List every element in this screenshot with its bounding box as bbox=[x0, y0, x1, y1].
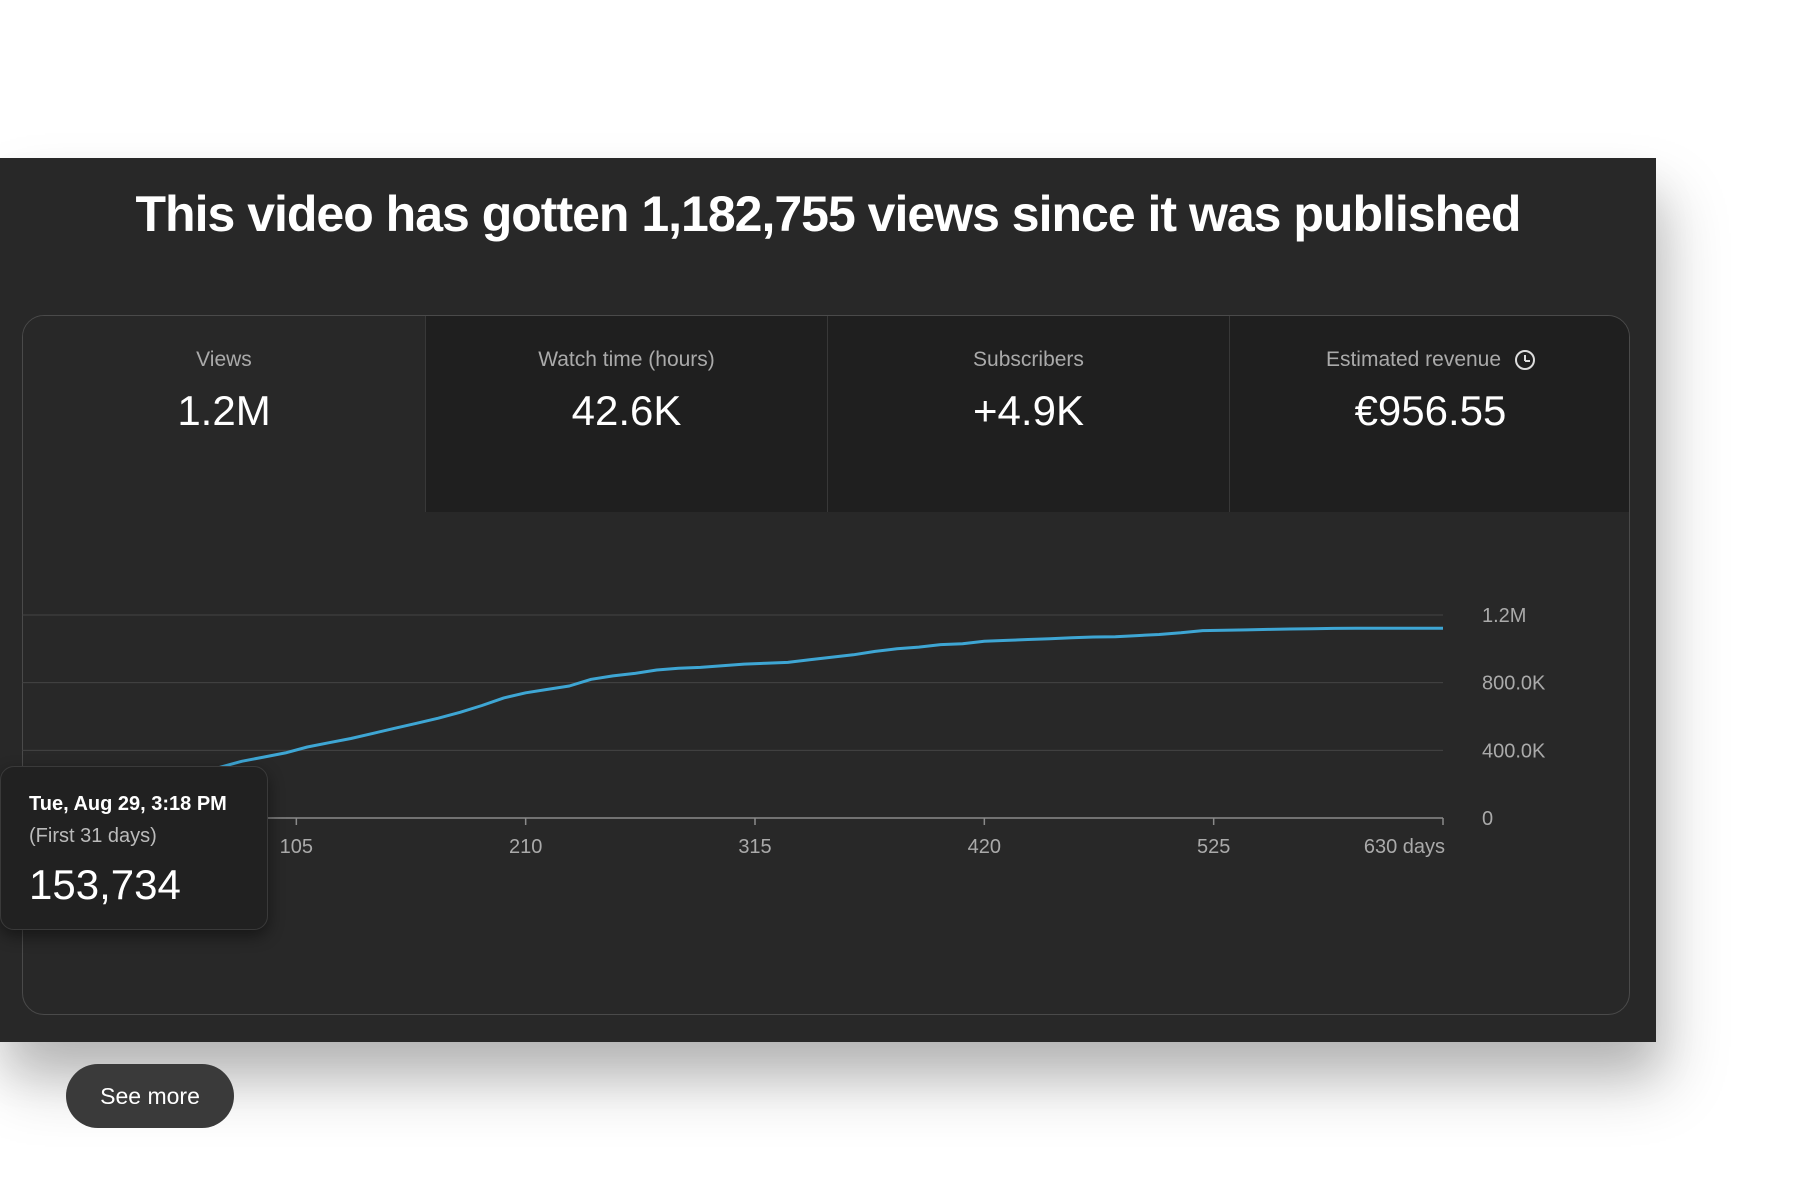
metric-tabs: Views 1.2M Watch time (hours) 42.6K Subs… bbox=[23, 316, 1629, 512]
y-tick-label: 400.0K bbox=[1482, 740, 1546, 762]
tab-value: €956.55 bbox=[1354, 387, 1507, 434]
tooltip-date: Tue, Aug 29, 3:18 PM bbox=[29, 793, 227, 815]
tab-value: 42.6K bbox=[571, 387, 682, 434]
x-tick-label: 210 bbox=[509, 836, 542, 858]
analytics-panel: This video has gotten 1,182,755 views si… bbox=[0, 158, 1656, 1128]
tab-value: +4.9K bbox=[973, 387, 1084, 434]
y-tick-label: 0 bbox=[1482, 808, 1493, 830]
tab-label: Watch time (hours) bbox=[538, 348, 715, 371]
tab-label: Estimated revenue bbox=[1325, 348, 1502, 371]
y-tick-label: 800.0K bbox=[1482, 673, 1546, 695]
tab-label: Subscribers bbox=[973, 348, 1084, 371]
tooltip-period: (First 31 days) bbox=[29, 825, 157, 847]
tab-estimated-revenue[interactable]: Estimated revenue €956.55 bbox=[1229, 316, 1629, 512]
clock-icon[interactable] bbox=[1515, 350, 1536, 370]
tab-views[interactable]: Views 1.2M bbox=[23, 316, 425, 512]
tab-watch-time[interactable]: Watch time (hours) 42.6K bbox=[425, 316, 827, 512]
headline: This video has gotten 1,182,755 views si… bbox=[135, 186, 1522, 242]
x-tick-label: 420 bbox=[968, 836, 1001, 858]
tab-value: 1.2M bbox=[177, 387, 271, 434]
chart-tooltip: Tue, Aug 29, 3:18 PM (First 31 days) 153… bbox=[0, 766, 268, 930]
x-tick-label: 525 bbox=[1197, 836, 1230, 858]
x-tick-label: 630 days bbox=[1364, 836, 1445, 858]
see-more-button[interactable]: See more bbox=[66, 1064, 234, 1128]
y-tick-label: 1.2M bbox=[1482, 605, 1526, 627]
tab-label-row: Estimated revenue bbox=[1230, 346, 1629, 374]
x-tick-label: 315 bbox=[738, 836, 771, 858]
x-tick-label: 105 bbox=[280, 836, 313, 858]
tab-subscribers[interactable]: Subscribers +4.9K bbox=[827, 316, 1229, 512]
tooltip-value: 153,734 bbox=[29, 861, 181, 908]
views-series-line bbox=[66, 626, 1443, 820]
metrics-card: Views 1.2M Watch time (hours) 42.6K Subs… bbox=[22, 315, 1630, 1015]
tab-label: Views bbox=[196, 348, 252, 371]
